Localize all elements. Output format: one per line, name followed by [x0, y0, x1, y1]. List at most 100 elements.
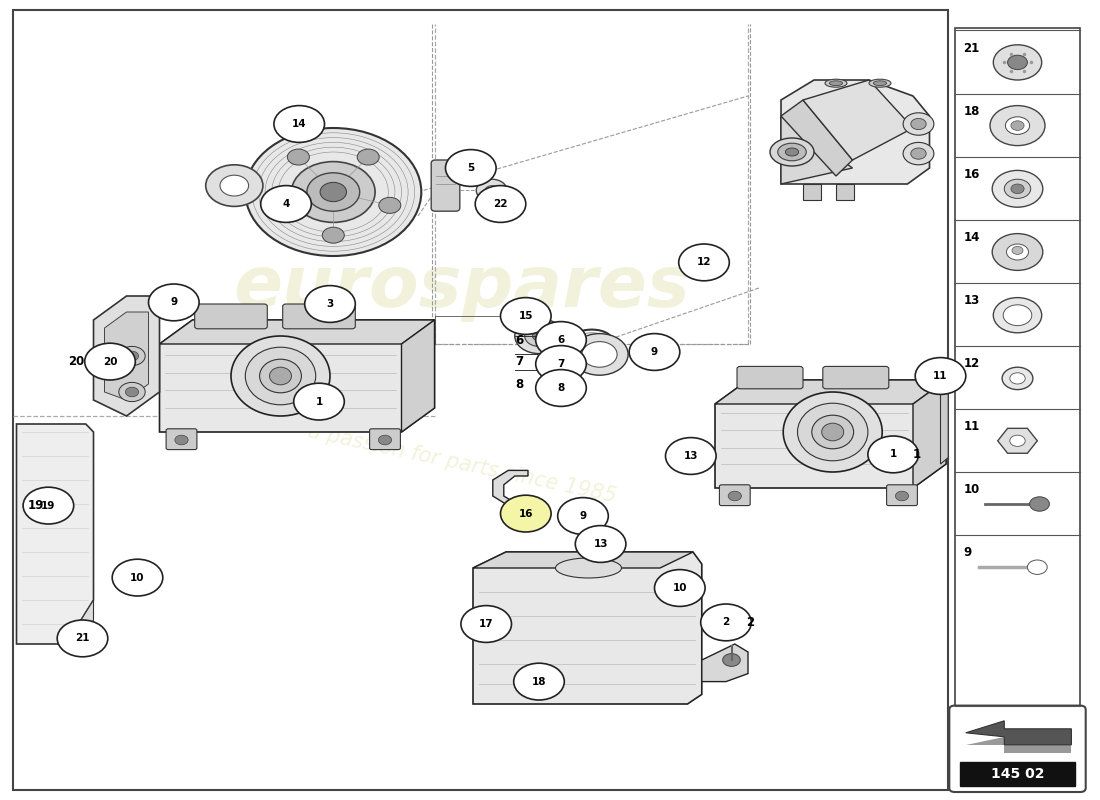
Circle shape: [485, 186, 498, 195]
Ellipse shape: [245, 347, 316, 405]
Polygon shape: [94, 296, 160, 416]
Text: 13: 13: [964, 294, 980, 307]
Text: 3: 3: [327, 299, 333, 309]
Text: 11: 11: [933, 371, 948, 381]
Text: 20: 20: [102, 357, 118, 366]
Text: 7: 7: [516, 355, 524, 368]
Text: 9: 9: [964, 546, 972, 559]
Circle shape: [514, 663, 564, 700]
Circle shape: [571, 334, 628, 375]
Circle shape: [245, 128, 421, 256]
Text: 18: 18: [964, 105, 980, 118]
Text: 18: 18: [531, 677, 547, 686]
Text: 4: 4: [283, 199, 289, 209]
Text: 10: 10: [672, 583, 688, 593]
Circle shape: [446, 150, 496, 186]
Circle shape: [1006, 244, 1028, 260]
Circle shape: [307, 173, 360, 211]
Circle shape: [500, 495, 551, 532]
Ellipse shape: [785, 148, 799, 156]
Circle shape: [990, 106, 1045, 146]
Circle shape: [261, 186, 311, 222]
Circle shape: [558, 498, 608, 534]
Circle shape: [868, 436, 918, 473]
Circle shape: [220, 175, 249, 196]
Polygon shape: [715, 380, 946, 404]
Circle shape: [679, 244, 729, 281]
Circle shape: [266, 198, 288, 214]
FancyBboxPatch shape: [370, 429, 400, 450]
Text: eurospares: eurospares: [233, 254, 691, 322]
Circle shape: [992, 234, 1043, 270]
Circle shape: [895, 491, 909, 501]
Circle shape: [119, 382, 145, 402]
Text: 8: 8: [558, 383, 564, 393]
FancyBboxPatch shape: [719, 485, 750, 506]
Circle shape: [1011, 184, 1024, 194]
Circle shape: [274, 106, 324, 142]
Text: 10: 10: [964, 483, 980, 496]
Text: 17: 17: [478, 619, 494, 629]
Circle shape: [1010, 373, 1025, 384]
Polygon shape: [781, 116, 852, 184]
Text: 21: 21: [75, 634, 90, 643]
FancyBboxPatch shape: [949, 706, 1086, 792]
Polygon shape: [940, 386, 948, 464]
FancyBboxPatch shape: [737, 366, 803, 389]
FancyBboxPatch shape: [431, 160, 460, 211]
Polygon shape: [913, 380, 946, 488]
Text: 7: 7: [558, 359, 564, 369]
Circle shape: [378, 198, 400, 214]
Text: 9: 9: [651, 347, 658, 357]
Circle shape: [119, 346, 145, 366]
Polygon shape: [966, 729, 1071, 753]
Text: 13: 13: [683, 451, 698, 461]
Polygon shape: [473, 552, 702, 704]
Circle shape: [911, 148, 926, 159]
Circle shape: [292, 162, 375, 222]
Ellipse shape: [825, 79, 847, 87]
Circle shape: [125, 351, 139, 361]
Polygon shape: [473, 552, 693, 568]
Ellipse shape: [822, 423, 844, 441]
Circle shape: [206, 165, 263, 206]
Polygon shape: [836, 184, 854, 200]
Text: 6: 6: [515, 334, 524, 346]
Text: 15: 15: [518, 311, 534, 321]
Circle shape: [23, 487, 74, 524]
Text: 6: 6: [558, 335, 564, 345]
Ellipse shape: [778, 143, 806, 161]
Ellipse shape: [812, 415, 854, 449]
Ellipse shape: [873, 81, 887, 86]
Text: 14: 14: [964, 231, 980, 244]
Polygon shape: [803, 184, 821, 200]
Text: 14: 14: [292, 119, 307, 129]
Text: 8: 8: [515, 378, 524, 390]
Circle shape: [654, 570, 705, 606]
Circle shape: [992, 170, 1043, 207]
Circle shape: [358, 149, 379, 165]
Text: a passion for parts since 1985: a passion for parts since 1985: [306, 422, 618, 506]
Polygon shape: [160, 320, 434, 432]
Circle shape: [666, 438, 716, 474]
Circle shape: [305, 286, 355, 322]
Text: 1: 1: [890, 450, 896, 459]
Polygon shape: [966, 721, 1071, 745]
Circle shape: [536, 346, 586, 382]
Circle shape: [915, 358, 966, 394]
Ellipse shape: [270, 367, 292, 385]
Polygon shape: [493, 470, 528, 506]
Polygon shape: [781, 80, 930, 184]
FancyBboxPatch shape: [887, 485, 917, 506]
Text: 1: 1: [316, 397, 322, 406]
Circle shape: [112, 559, 163, 596]
Circle shape: [629, 334, 680, 370]
Text: 19: 19: [28, 499, 44, 512]
Circle shape: [701, 604, 751, 641]
Circle shape: [993, 45, 1042, 80]
Ellipse shape: [829, 81, 843, 86]
Ellipse shape: [556, 558, 622, 578]
Polygon shape: [702, 644, 748, 682]
FancyBboxPatch shape: [823, 366, 889, 389]
FancyBboxPatch shape: [13, 10, 948, 790]
